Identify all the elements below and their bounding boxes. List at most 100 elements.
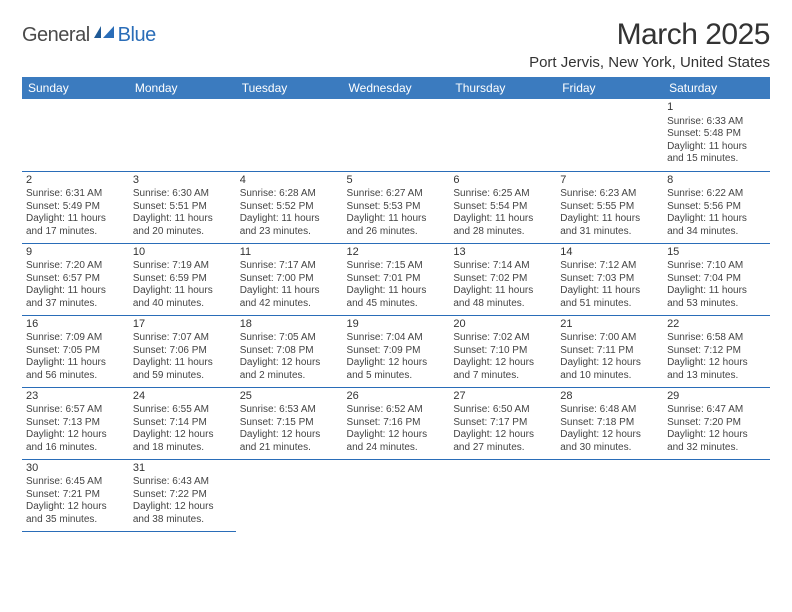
- daylight-line: Daylight: 11 hours and 45 minutes.: [347, 285, 446, 310]
- sunset-line: Sunset: 7:22 PM: [133, 489, 232, 502]
- calendar-day-cell: [236, 99, 343, 171]
- calendar-day-cell: 16Sunrise: 7:09 AMSunset: 7:05 PMDayligh…: [22, 315, 129, 387]
- sunset-line: Sunset: 5:55 PM: [560, 201, 659, 214]
- sunset-line: Sunset: 5:52 PM: [240, 201, 339, 214]
- day-number: 13: [453, 246, 552, 260]
- daylight-line: Daylight: 12 hours and 16 minutes.: [26, 429, 125, 454]
- calendar-day-cell: 8Sunrise: 6:22 AMSunset: 5:56 PMDaylight…: [663, 171, 770, 243]
- calendar-day-cell: 11Sunrise: 7:17 AMSunset: 7:00 PMDayligh…: [236, 243, 343, 315]
- sunset-line: Sunset: 7:02 PM: [453, 273, 552, 286]
- calendar-day-cell: 24Sunrise: 6:55 AMSunset: 7:14 PMDayligh…: [129, 387, 236, 459]
- day-number: 14: [560, 246, 659, 260]
- calendar-day-cell: 5Sunrise: 6:27 AMSunset: 5:53 PMDaylight…: [343, 171, 450, 243]
- calendar-week-row: 23Sunrise: 6:57 AMSunset: 7:13 PMDayligh…: [22, 387, 770, 459]
- daylight-line: Daylight: 11 hours and 51 minutes.: [560, 285, 659, 310]
- day-number: 20: [453, 318, 552, 332]
- location-text: Port Jervis, New York, United States: [529, 54, 770, 71]
- sunset-line: Sunset: 7:16 PM: [347, 417, 446, 430]
- sunrise-line: Sunrise: 6:33 AM: [667, 116, 766, 129]
- calendar-week-row: 2Sunrise: 6:31 AMSunset: 5:49 PMDaylight…: [22, 171, 770, 243]
- calendar-day-cell: [449, 459, 556, 531]
- day-header: Saturday: [663, 77, 770, 99]
- sunset-line: Sunset: 6:57 PM: [26, 273, 125, 286]
- daylight-line: Daylight: 12 hours and 24 minutes.: [347, 429, 446, 454]
- sunrise-line: Sunrise: 7:17 AM: [240, 260, 339, 273]
- day-number: 3: [133, 174, 232, 188]
- sunset-line: Sunset: 7:01 PM: [347, 273, 446, 286]
- sunrise-line: Sunrise: 6:57 AM: [26, 404, 125, 417]
- calendar-day-cell: 22Sunrise: 6:58 AMSunset: 7:12 PMDayligh…: [663, 315, 770, 387]
- calendar-day-cell: 7Sunrise: 6:23 AMSunset: 5:55 PMDaylight…: [556, 171, 663, 243]
- daylight-line: Daylight: 11 hours and 31 minutes.: [560, 213, 659, 238]
- calendar-day-cell: 15Sunrise: 7:10 AMSunset: 7:04 PMDayligh…: [663, 243, 770, 315]
- sunrise-line: Sunrise: 7:20 AM: [26, 260, 125, 273]
- sunrise-line: Sunrise: 7:02 AM: [453, 332, 552, 345]
- sunset-line: Sunset: 7:06 PM: [133, 345, 232, 358]
- sunrise-line: Sunrise: 7:12 AM: [560, 260, 659, 273]
- day-number: 12: [347, 246, 446, 260]
- sunset-line: Sunset: 7:17 PM: [453, 417, 552, 430]
- sunset-line: Sunset: 7:05 PM: [26, 345, 125, 358]
- daylight-line: Daylight: 11 hours and 23 minutes.: [240, 213, 339, 238]
- sunset-line: Sunset: 6:59 PM: [133, 273, 232, 286]
- sunrise-line: Sunrise: 7:00 AM: [560, 332, 659, 345]
- sunset-line: Sunset: 7:09 PM: [347, 345, 446, 358]
- sunrise-line: Sunrise: 7:09 AM: [26, 332, 125, 345]
- calendar-day-cell: 6Sunrise: 6:25 AMSunset: 5:54 PMDaylight…: [449, 171, 556, 243]
- calendar-day-cell: [343, 99, 450, 171]
- calendar-day-cell: 18Sunrise: 7:05 AMSunset: 7:08 PMDayligh…: [236, 315, 343, 387]
- day-number: 19: [347, 318, 446, 332]
- calendar-week-row: 9Sunrise: 7:20 AMSunset: 6:57 PMDaylight…: [22, 243, 770, 315]
- sunset-line: Sunset: 7:18 PM: [560, 417, 659, 430]
- daylight-line: Daylight: 11 hours and 40 minutes.: [133, 285, 232, 310]
- sunrise-line: Sunrise: 6:55 AM: [133, 404, 232, 417]
- sunrise-line: Sunrise: 6:43 AM: [133, 476, 232, 489]
- sunrise-line: Sunrise: 6:47 AM: [667, 404, 766, 417]
- day-number: 16: [26, 318, 125, 332]
- sunrise-line: Sunrise: 7:14 AM: [453, 260, 552, 273]
- calendar-day-cell: [556, 459, 663, 531]
- sunset-line: Sunset: 7:03 PM: [560, 273, 659, 286]
- sunset-line: Sunset: 7:14 PM: [133, 417, 232, 430]
- sunrise-line: Sunrise: 7:04 AM: [347, 332, 446, 345]
- calendar-day-cell: 28Sunrise: 6:48 AMSunset: 7:18 PMDayligh…: [556, 387, 663, 459]
- calendar-week-row: 30Sunrise: 6:45 AMSunset: 7:21 PMDayligh…: [22, 459, 770, 531]
- day-number: 4: [240, 174, 339, 188]
- sunrise-line: Sunrise: 6:52 AM: [347, 404, 446, 417]
- sunrise-line: Sunrise: 7:07 AM: [133, 332, 232, 345]
- sunrise-line: Sunrise: 6:22 AM: [667, 188, 766, 201]
- calendar-day-cell: [236, 459, 343, 531]
- day-number: 6: [453, 174, 552, 188]
- sunrise-line: Sunrise: 6:48 AM: [560, 404, 659, 417]
- sunset-line: Sunset: 7:21 PM: [26, 489, 125, 502]
- day-header-row: Sunday Monday Tuesday Wednesday Thursday…: [22, 77, 770, 99]
- daylight-line: Daylight: 11 hours and 37 minutes.: [26, 285, 125, 310]
- daylight-line: Daylight: 12 hours and 30 minutes.: [560, 429, 659, 454]
- day-header: Wednesday: [343, 77, 450, 99]
- calendar-day-cell: 26Sunrise: 6:52 AMSunset: 7:16 PMDayligh…: [343, 387, 450, 459]
- sunrise-line: Sunrise: 6:28 AM: [240, 188, 339, 201]
- calendar-day-cell: 9Sunrise: 7:20 AMSunset: 6:57 PMDaylight…: [22, 243, 129, 315]
- day-number: 15: [667, 246, 766, 260]
- day-number: 18: [240, 318, 339, 332]
- calendar-day-cell: 14Sunrise: 7:12 AMSunset: 7:03 PMDayligh…: [556, 243, 663, 315]
- sunrise-line: Sunrise: 6:50 AM: [453, 404, 552, 417]
- sunrise-line: Sunrise: 7:10 AM: [667, 260, 766, 273]
- calendar-day-cell: 19Sunrise: 7:04 AMSunset: 7:09 PMDayligh…: [343, 315, 450, 387]
- calendar-day-cell: 20Sunrise: 7:02 AMSunset: 7:10 PMDayligh…: [449, 315, 556, 387]
- calendar-table: Sunday Monday Tuesday Wednesday Thursday…: [22, 77, 770, 532]
- calendar-day-cell: 30Sunrise: 6:45 AMSunset: 7:21 PMDayligh…: [22, 459, 129, 531]
- day-header: Thursday: [449, 77, 556, 99]
- sunset-line: Sunset: 7:12 PM: [667, 345, 766, 358]
- day-number: 25: [240, 390, 339, 404]
- daylight-line: Daylight: 11 hours and 42 minutes.: [240, 285, 339, 310]
- calendar-day-cell: 10Sunrise: 7:19 AMSunset: 6:59 PMDayligh…: [129, 243, 236, 315]
- calendar-day-cell: 27Sunrise: 6:50 AMSunset: 7:17 PMDayligh…: [449, 387, 556, 459]
- day-number: 28: [560, 390, 659, 404]
- day-number: 5: [347, 174, 446, 188]
- sunrise-line: Sunrise: 7:15 AM: [347, 260, 446, 273]
- calendar-day-cell: 4Sunrise: 6:28 AMSunset: 5:52 PMDaylight…: [236, 171, 343, 243]
- day-number: 7: [560, 174, 659, 188]
- calendar-day-cell: 1Sunrise: 6:33 AMSunset: 5:48 PMDaylight…: [663, 99, 770, 171]
- day-number: 27: [453, 390, 552, 404]
